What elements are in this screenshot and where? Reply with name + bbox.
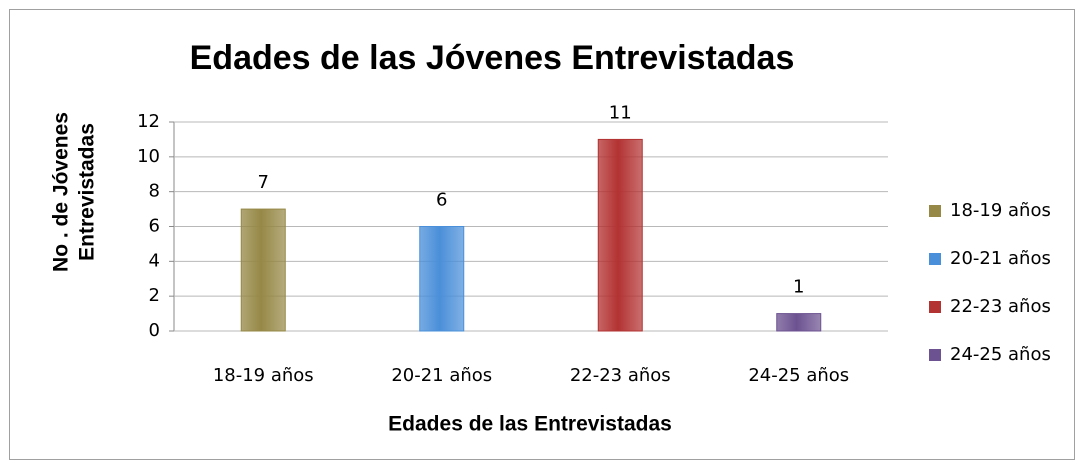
bar: [240, 208, 286, 332]
bar: [419, 226, 465, 332]
value-label: 6: [436, 190, 447, 211]
x-axis-label: Edades de las Entrevistadas: [388, 413, 672, 436]
x-tick-label: 18-19 años: [213, 365, 314, 386]
y-axis-label-line: Entrevistadas: [76, 123, 99, 261]
y-tick-label: 4: [149, 250, 160, 271]
legend-label: 20-21 años: [950, 248, 1051, 269]
y-tick-label: 0: [149, 320, 160, 341]
legend-swatch: [929, 301, 941, 313]
x-tick-label: 24-25 años: [748, 365, 849, 386]
legend-swatch: [929, 253, 941, 265]
x-tick-label: 22-23 años: [570, 365, 671, 386]
value-label: 11: [609, 102, 632, 123]
legend-label: 24-25 años: [950, 344, 1051, 365]
legend-label: 22-23 años: [950, 296, 1051, 317]
value-label: 7: [258, 172, 269, 193]
x-tick-label: 20-21 años: [391, 365, 492, 386]
bar: [597, 138, 643, 332]
y-axis-label-line: No . de Jóvenes: [50, 112, 73, 272]
legend-label: 18-19 años: [950, 200, 1051, 221]
y-tick-label: 10: [137, 146, 160, 167]
y-tick-label: 8: [149, 181, 160, 202]
y-tick-label: 12: [137, 111, 160, 132]
legend-swatch: [929, 205, 941, 217]
chart-border: [9, 9, 1075, 460]
chart-title: Edades de las Jóvenes Entrevistadas: [190, 39, 795, 77]
legend-swatch: [929, 349, 941, 361]
value-label: 1: [793, 277, 804, 298]
bar: [776, 313, 822, 332]
y-tick-label: 2: [149, 285, 160, 306]
y-axis-label: No . de Jóvenes Entrevistadas: [50, 112, 99, 272]
y-tick-label: 6: [149, 216, 160, 237]
